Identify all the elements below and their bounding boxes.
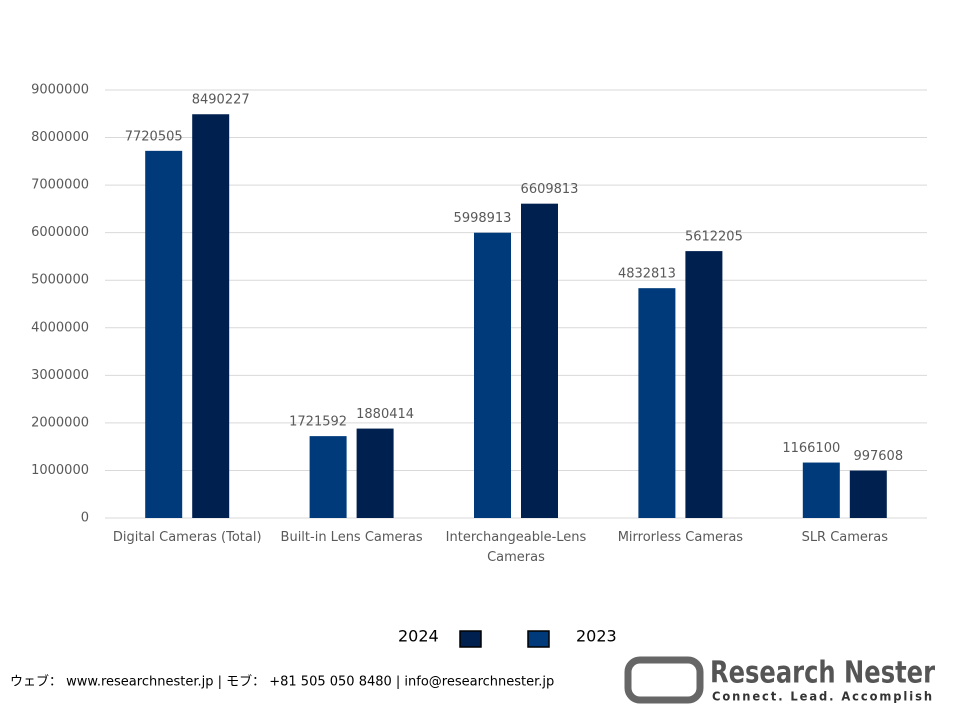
logo-tagline: Connect. Lead. Accomplish	[712, 690, 934, 704]
y-tick-label: 4000000	[31, 320, 89, 335]
data-label: 5612205	[685, 230, 743, 245]
logo-name: Research Nester	[710, 656, 935, 691]
x-tick-label-box: Built-in Lens Cameras	[280, 530, 423, 545]
y-tick-label: 9000000	[31, 83, 89, 98]
bar	[802, 462, 840, 518]
y-tick-label: 8000000	[31, 130, 89, 145]
x-tick-label: Mirrorless Cameras	[617, 530, 744, 545]
data-label: 1166100	[782, 441, 840, 456]
y-tick-label: 3000000	[31, 368, 89, 383]
bar	[638, 288, 676, 518]
bar	[849, 470, 887, 518]
y-tick-label: 2000000	[31, 415, 89, 430]
data-label: 8490227	[192, 93, 250, 108]
x-tick-label: SLR Cameras	[801, 530, 889, 545]
bar	[521, 203, 558, 518]
x-tick-label: Interchangeable-Lens Cameras	[445, 530, 587, 565]
x-tick-label-box: Interchangeable-Lens Cameras	[445, 530, 587, 565]
x-tick-label-box: Digital Cameras (Total)	[112, 530, 262, 545]
legend-label: 2023	[576, 627, 617, 646]
bar	[685, 251, 723, 519]
bar	[474, 232, 511, 518]
data-label: 1721592	[289, 415, 347, 430]
x-tick-label: Built-in Lens Cameras	[280, 530, 423, 545]
bar	[192, 114, 230, 518]
data-label: 7720505	[125, 129, 183, 144]
y-tick-label: 7000000	[31, 178, 89, 193]
bar	[309, 436, 347, 518]
bar	[145, 150, 183, 518]
legend-swatch	[459, 630, 482, 648]
data-label: 1880414	[356, 407, 414, 422]
x-tick-label-box: Mirrorless Cameras	[617, 530, 744, 545]
legend-label: 2024	[398, 627, 439, 646]
logo: Research Nester Connect. Lead. Accomplis…	[624, 656, 935, 704]
y-tick-label: 6000000	[31, 225, 89, 240]
logo-icon	[624, 656, 704, 704]
bar	[356, 428, 394, 518]
data-label: 997608	[853, 449, 903, 464]
data-label: 4832813	[618, 267, 676, 282]
y-tick-label: 1000000	[31, 463, 89, 478]
y-tick-label: 0	[81, 511, 89, 526]
footer-contact: ウェブ： www.researchnester.jp | モブ： +81 505…	[10, 674, 554, 690]
data-label: 6609813	[521, 182, 579, 197]
x-tick-label: Digital Cameras (Total)	[112, 530, 262, 545]
x-tick-label-box: SLR Cameras	[801, 530, 889, 545]
legend-swatch	[527, 630, 550, 648]
y-tick-label: 5000000	[31, 273, 89, 288]
data-label: 5998913	[454, 211, 512, 226]
